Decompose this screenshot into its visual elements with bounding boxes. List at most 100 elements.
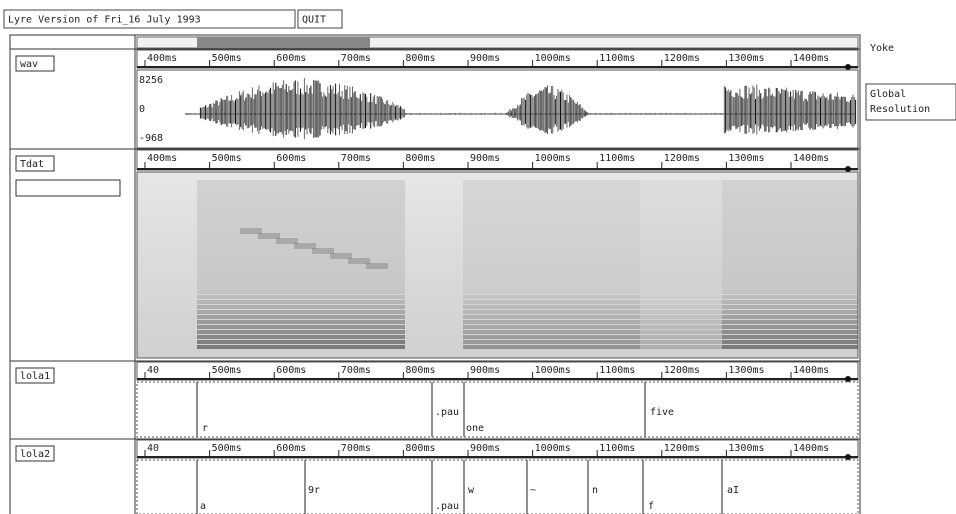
ruler-label: 600ms (276, 153, 306, 164)
ruler-label: 800ms (405, 365, 435, 376)
ruler-label: 1300ms (728, 153, 764, 164)
spectrogram-band (197, 325, 405, 329)
ruler-end (845, 376, 851, 382)
spectrogram-band (463, 315, 640, 319)
spectrogram-band (722, 295, 858, 299)
ruler-label: 1200ms (664, 53, 700, 64)
segment-label[interactable]: 9r (308, 485, 320, 496)
segment-label[interactable]: five (650, 407, 674, 418)
ruler-label: 1100ms (599, 443, 635, 454)
ruler-label: 1400ms (793, 443, 829, 454)
track-label[interactable]: lola2 (20, 449, 50, 460)
ruler-label: 1000ms (535, 153, 571, 164)
text-field[interactable] (16, 180, 120, 196)
ruler-label: 500ms (212, 53, 242, 64)
spectrogram-band (197, 310, 405, 314)
spectrogram-band (197, 295, 405, 299)
spectrogram-band (463, 300, 640, 304)
amplitude-label: -968 (139, 133, 163, 144)
ruler-label: 1200ms (664, 365, 700, 376)
ruler-label: 400ms (147, 53, 177, 64)
resolution-label[interactable]: Resolution (870, 104, 930, 115)
spectrogram-band (722, 305, 858, 309)
scroll-thumb[interactable] (197, 37, 370, 48)
spectrogram-band (463, 295, 640, 299)
segment-label[interactable]: r (202, 423, 208, 434)
spectrogram-band (640, 330, 722, 334)
amplitude-label: 8256 (139, 75, 163, 86)
ruler-label: 500ms (212, 153, 242, 164)
segment-label[interactable]: aI (727, 485, 739, 496)
yoke-label[interactable]: Yoke (870, 43, 894, 54)
spectrogram-band (640, 310, 722, 314)
segment-label[interactable]: .pau (435, 501, 459, 512)
ruler-label: 1000ms (535, 443, 571, 454)
spectrogram-band (722, 300, 858, 304)
ruler-label: 700ms (341, 53, 371, 64)
ruler-label: 1100ms (599, 365, 635, 376)
segment-label[interactable]: one (466, 423, 484, 434)
spectrogram-band (640, 290, 722, 294)
spectrogram-band (640, 345, 722, 349)
spectrogram-region (197, 180, 405, 290)
spectrogram-band (463, 335, 640, 339)
spectrogram-band (722, 315, 858, 319)
spectrogram-band (463, 345, 640, 349)
global-label[interactable]: Global (870, 89, 906, 100)
ruler-label: 500ms (212, 443, 242, 454)
ruler-label: 1300ms (728, 53, 764, 64)
track-label[interactable]: lola1 (20, 371, 50, 382)
spectrogram-band (722, 290, 858, 294)
ruler-label: 1100ms (599, 153, 635, 164)
spectrogram-band (463, 305, 640, 309)
ruler-label: 800ms (405, 153, 435, 164)
spectrogram-band (197, 345, 405, 349)
ruler-label: 500ms (212, 365, 242, 376)
spectrogram-band (463, 310, 640, 314)
segment-label[interactable]: f (648, 501, 654, 512)
ruler-label: 1000ms (535, 53, 571, 64)
spectrogram-band (463, 330, 640, 334)
spectrogram-band (463, 325, 640, 329)
ruler-label: 900ms (470, 153, 500, 164)
spectrogram-band (197, 320, 405, 324)
ruler-label: 1200ms (664, 443, 700, 454)
ruler-label: 700ms (341, 153, 371, 164)
ruler-label: 600ms (276, 365, 306, 376)
quit-label[interactable]: QUIT (302, 15, 326, 26)
track-label[interactable]: Tdat (20, 159, 44, 170)
spectrogram-region (463, 180, 640, 290)
spectrogram-band (722, 340, 858, 344)
ruler-label: 1300ms (728, 365, 764, 376)
ruler-label: 900ms (470, 53, 500, 64)
segment-label[interactable]: a (200, 501, 206, 512)
track-content (137, 460, 858, 514)
ruler-label: 40 (147, 365, 159, 376)
spectrogram-band (640, 295, 722, 299)
ruler-label: 600ms (276, 443, 306, 454)
title: Lyre Version of Fri_16 July 1993 (8, 15, 201, 26)
segment-label[interactable]: w (468, 485, 475, 496)
spectrogram-band (197, 290, 405, 294)
spectrogram-band (197, 335, 405, 339)
ruler-label: 600ms (276, 53, 306, 64)
spectrogram-band (640, 335, 722, 339)
spectrogram-band (640, 315, 722, 319)
track-content (137, 382, 858, 437)
segment-label[interactable]: ~ (530, 485, 536, 496)
ruler-label: 700ms (341, 443, 371, 454)
spectrogram-band (197, 315, 405, 319)
spectrogram-band (197, 305, 405, 309)
ruler-label: 1100ms (599, 53, 635, 64)
ruler-label: 800ms (405, 53, 435, 64)
spectrogram-band (463, 290, 640, 294)
ruler-label: 800ms (405, 443, 435, 454)
spectrogram-band (197, 340, 405, 344)
track-label[interactable]: wav (20, 59, 38, 70)
spectrogram-band (722, 320, 858, 324)
segment-label[interactable]: .pau (435, 407, 459, 418)
segment-label[interactable]: n (592, 485, 598, 496)
spectrogram-region (640, 180, 722, 290)
spectrogram-band (197, 330, 405, 334)
lyre-window: Lyre Version of Fri_16 July 1993 QUIT Yo… (0, 0, 956, 514)
